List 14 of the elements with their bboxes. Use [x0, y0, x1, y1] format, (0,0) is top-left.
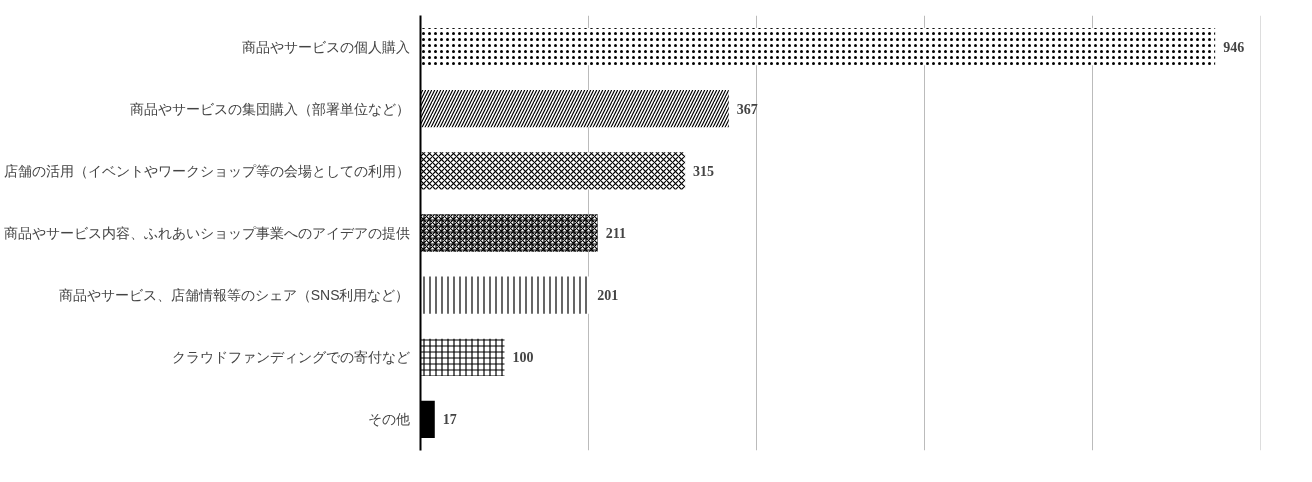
data-label: 946: [1223, 39, 1245, 55]
data-label: 367: [736, 101, 758, 117]
data-label: 17: [442, 412, 457, 428]
data-label: 315: [693, 163, 715, 179]
y-tick-label: 店舗の活用（イベントやワークショップ等の会場としての利用）: [3, 162, 410, 179]
y-tick-label: 商品やサービスの個人購入: [241, 38, 410, 55]
y-tick-label: 商品やサービス内容、ふれあいショップ事業へのアイデアの提供: [3, 225, 410, 241]
y-tick-label: 商品やサービスの集団購入（部署単位など）: [129, 100, 410, 117]
data-label: 100: [512, 350, 534, 366]
y-tick-label: クラウドファンディングでの寄付など: [171, 349, 410, 366]
data-label: 211: [605, 226, 626, 241]
y-tick-label: 商品やサービス、店舗情報等のシェア（SNS利用など）: [58, 287, 410, 304]
y-tick-label: その他: [367, 411, 410, 428]
data-label: 201: [597, 288, 619, 304]
